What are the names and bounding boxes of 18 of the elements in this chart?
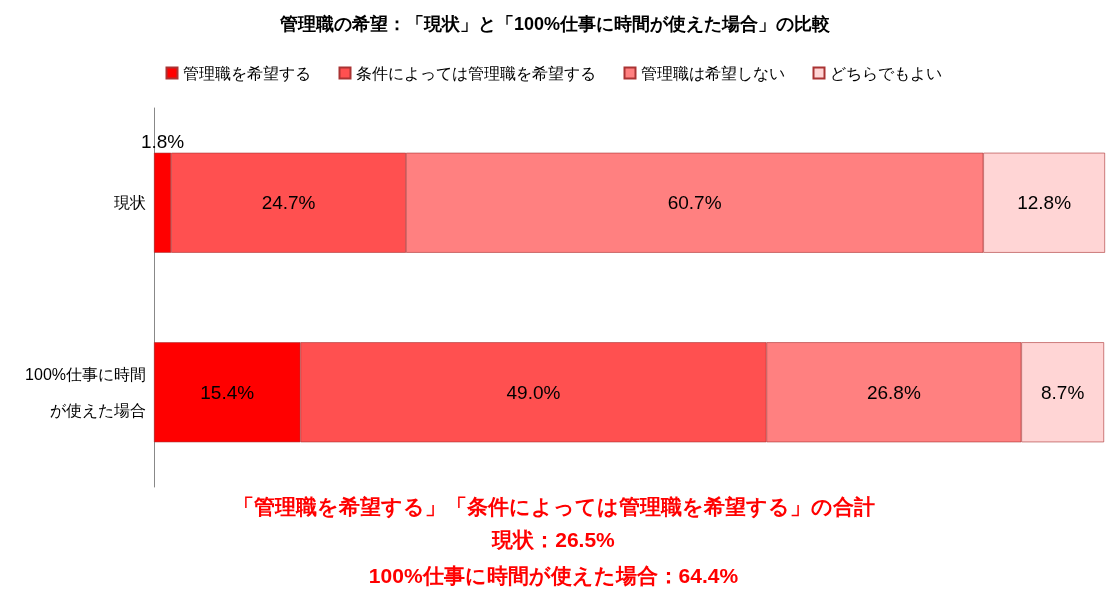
chart-title: 管理職の希望：「現状」と「100%仕事に時間が使えた場合」の比較 bbox=[279, 14, 832, 34]
data-label: 8.7% bbox=[1041, 381, 1085, 403]
data-label: 12.8% bbox=[1017, 192, 1072, 214]
data-label: 26.8% bbox=[866, 381, 921, 403]
text: 「管理職を希望する」「条件によっては管理職を希望する」の合計 bbox=[232, 495, 875, 519]
y-tick-label: 現状 bbox=[114, 194, 146, 212]
legend-label: 条件によっては管理職を希望する bbox=[355, 64, 596, 82]
data-label: 15.4% bbox=[200, 381, 255, 403]
legend-label: 管理職は希望しない bbox=[640, 64, 785, 82]
text: 現状：26.5% bbox=[491, 528, 616, 551]
data-label: 1.8% bbox=[140, 130, 185, 152]
data-label: 24.7% bbox=[261, 192, 316, 214]
legend-label: 管理職を希望する bbox=[182, 64, 311, 82]
data-label: 49.0% bbox=[506, 381, 561, 403]
y-tick-label: 100%仕事に時間が使えた場合 bbox=[25, 365, 146, 419]
data-label: 60.7% bbox=[667, 192, 722, 214]
text: 100%仕事に時間が使えた場合：64.4% bbox=[368, 564, 739, 587]
legend-label: どちらでもよい bbox=[829, 64, 942, 82]
